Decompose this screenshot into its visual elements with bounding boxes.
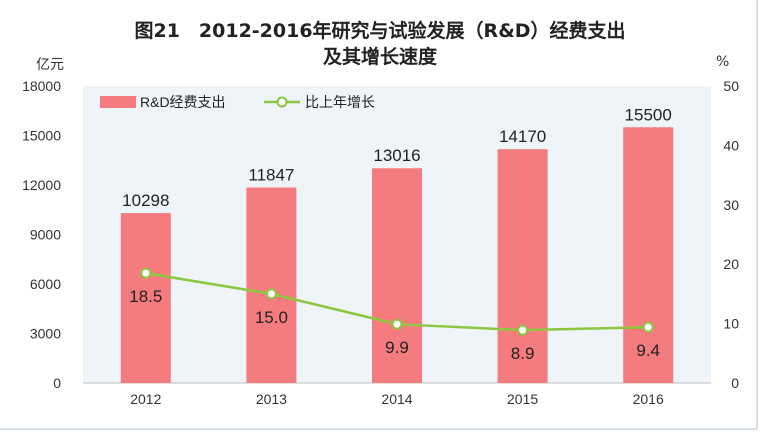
left-axis-tick-label: 6000 <box>30 276 61 292</box>
left-axis-unit: 亿元 <box>36 57 64 73</box>
bar <box>246 187 297 383</box>
x-axis-tick-label: 2013 <box>256 391 287 407</box>
bar <box>372 168 422 383</box>
growth-value-label: 15.0 <box>255 308 288 327</box>
growth-point <box>642 321 654 333</box>
growth-value-label: 9.4 <box>636 341 660 360</box>
right-axis-unit: % <box>716 54 730 70</box>
x-axis-tick-label: 2015 <box>507 391 538 407</box>
left-axis-tick-label: 9000 <box>30 227 61 243</box>
legend-line-label: 比上年增长 <box>305 94 375 110</box>
bar <box>497 149 548 383</box>
chart-title-line1: 图21 2012-2016年研究与试验发展（R&D）经费支出 <box>134 20 626 42</box>
bar-value-label: 13016 <box>373 146 420 165</box>
growth-point <box>517 324 529 336</box>
bar-value-label: 14170 <box>499 127 546 146</box>
left-axis-tick-label: 3000 <box>30 326 61 342</box>
legend-bar-swatch <box>100 96 136 108</box>
legend-line-marker <box>276 96 288 108</box>
right-axis-tick-label: 20 <box>723 256 739 272</box>
growth-value-label: 18.5 <box>129 287 162 306</box>
x-axis-tick-label: 2016 <box>633 391 664 407</box>
bar <box>120 213 171 383</box>
left-axis-tick-label: 12000 <box>22 177 61 193</box>
right-axis-tick-label: 0 <box>731 375 739 391</box>
left-axis-tick-label: 0 <box>53 375 61 391</box>
x-axis-tick-label: 2012 <box>130 391 161 407</box>
left-axis-tick-label: 18000 <box>22 78 61 94</box>
legend-bar-label: R&D经费支出 <box>140 94 226 110</box>
left-axis-tick-label: 15000 <box>22 128 61 144</box>
bar-value-label: 15500 <box>625 105 672 124</box>
growth-point <box>265 288 277 300</box>
growth-point <box>140 267 152 279</box>
right-axis-tick-label: 40 <box>723 137 739 153</box>
chart-title-line2: 及其增长速度 <box>322 46 437 68</box>
right-axis-tick-label: 50 <box>723 78 739 94</box>
bar-value-label: 10298 <box>122 191 169 210</box>
x-axis-tick-label: 2014 <box>381 391 412 407</box>
bar <box>623 127 674 383</box>
right-axis-tick-label: 10 <box>723 316 739 332</box>
growth-value-label: 8.9 <box>511 344 535 363</box>
growth-value-label: 9.9 <box>385 338 409 357</box>
bar-value-label: 11847 <box>248 166 294 185</box>
right-axis-tick-label: 30 <box>723 197 739 213</box>
growth-point <box>391 318 403 330</box>
